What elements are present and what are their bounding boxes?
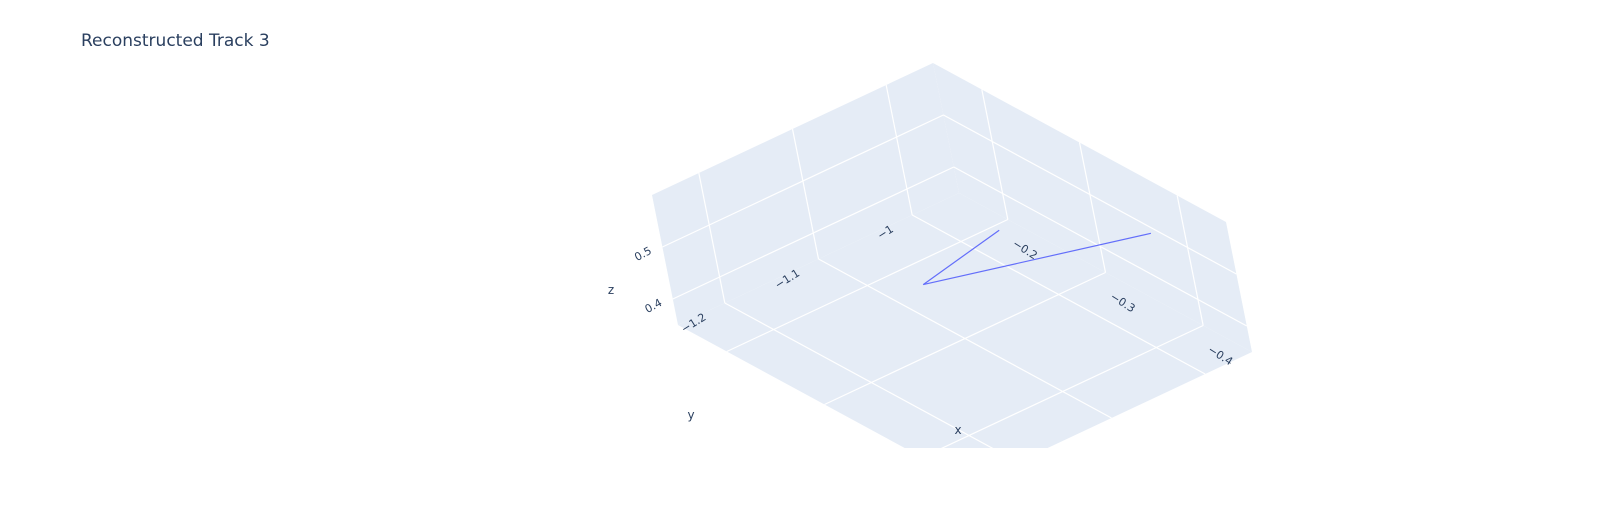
series-line[interactable] <box>922 229 1152 286</box>
grid-line-y-floor <box>818 258 1112 419</box>
axis-title-z: z <box>608 283 614 297</box>
grid-line-z-right <box>953 166 1248 327</box>
grid-line-z-left <box>672 166 955 300</box>
scene-3d[interactable] <box>652 63 1252 484</box>
grid-line-y-floor <box>911 214 1206 375</box>
grid-line-x-wall <box>981 89 1009 220</box>
tick-label-z: 0.4 <box>643 296 665 316</box>
grid-line-z-right <box>943 114 1237 275</box>
grid-line-x-wall <box>1078 142 1107 273</box>
grid-line-z-left <box>662 114 944 248</box>
axis-title-y: y <box>687 408 694 422</box>
axis-titles: x y z <box>608 283 962 437</box>
tick-label-z: 0.5 <box>632 244 654 264</box>
chart-title: Reconstructed Track 3 <box>81 31 270 51</box>
tick-labels: −0.4−0.3−0.2−1.2−1.1−10.40.5 <box>632 223 1235 369</box>
grid-line-x-wall <box>1176 195 1204 326</box>
grid-lines <box>662 84 1248 448</box>
grid-line-y-floor <box>724 302 994 448</box>
series-layer <box>922 229 1152 286</box>
grid-line-y-wall <box>698 172 726 304</box>
floor <box>678 193 1252 448</box>
grid-line-y-wall <box>885 84 913 216</box>
axis-title-x: x <box>954 423 961 437</box>
grid-line-y-wall <box>791 128 820 260</box>
